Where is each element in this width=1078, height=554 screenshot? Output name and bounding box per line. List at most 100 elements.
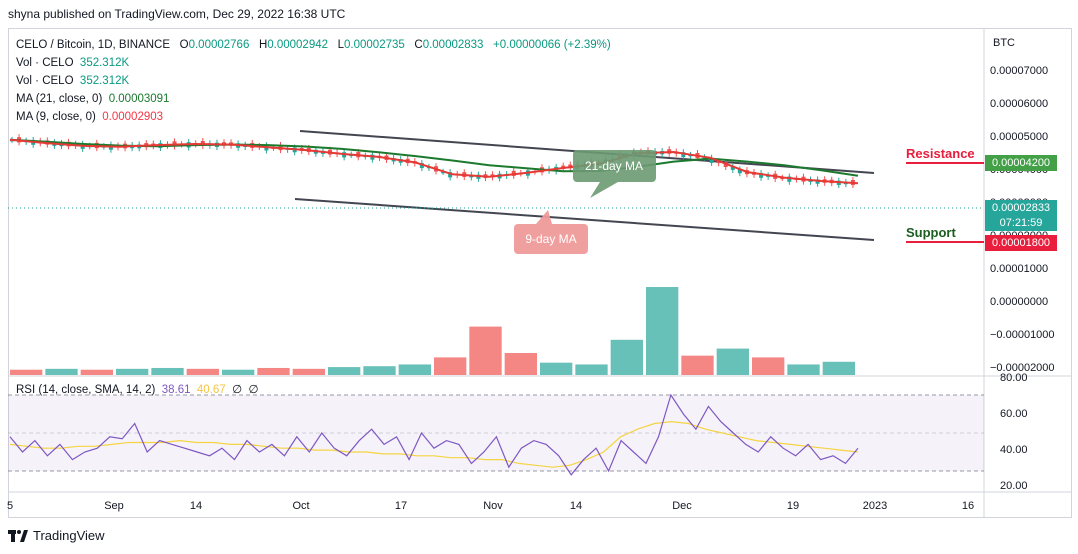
volume-bar — [681, 355, 714, 375]
volume-bar — [469, 326, 502, 375]
rsi-extra-1: ∅ — [232, 384, 243, 396]
channel-lower-line[interactable] — [294, 198, 875, 241]
tradingview-logo-icon — [8, 529, 28, 542]
close-label: C — [414, 39, 423, 51]
vol-value-2: 352.312K — [79, 75, 130, 87]
time-tick-label: 14 — [190, 500, 202, 512]
time-tick-label: Sep — [104, 500, 124, 512]
candle-body — [759, 173, 764, 178]
candle-body — [780, 177, 785, 180]
volume-bar — [398, 364, 431, 375]
footer: TradingView — [8, 528, 105, 543]
support-label: Support — [906, 225, 956, 240]
change-value: +0.00000066 (+2.39%) — [493, 39, 611, 51]
volume-bar — [716, 348, 749, 375]
volume-bar — [787, 364, 820, 375]
rsi-value: 38.61 — [161, 384, 191, 396]
volume-bar — [116, 368, 149, 375]
volume-bar — [646, 287, 679, 375]
ma21-label[interactable]: MA (21, close, 0) — [16, 93, 103, 105]
candle-body — [730, 166, 735, 170]
close-value: 0.00002833 — [422, 39, 484, 51]
rsi-extra-2: ∅ — [248, 384, 259, 396]
vol-label[interactable]: Vol · CELO — [16, 57, 74, 69]
rsi-tick-label: 20.00 — [1000, 480, 1028, 492]
open-label: O — [179, 39, 189, 51]
open-value: 0.00002766 — [188, 39, 250, 51]
volume-bar — [80, 369, 113, 375]
rsi-tick-label: 40.00 — [1000, 444, 1028, 456]
volume-bar — [822, 361, 855, 375]
candle-body — [448, 172, 453, 178]
rsi-axis[interactable]: 80.00 60.00 40.00 20.00 — [1000, 372, 1028, 492]
candle-body — [737, 169, 742, 174]
ma9-callout-text: 9-day MA — [525, 232, 576, 246]
ma9-callout: 9-day MA — [514, 210, 588, 254]
footer-brand[interactable]: TradingView — [33, 528, 105, 543]
rsi-tick-label: 60.00 — [1000, 408, 1028, 420]
legend-symbol-row: CELO / Bitcoin, 1D, BINANCE O0.00002766 … — [16, 36, 611, 54]
volume-bar — [363, 366, 396, 375]
time-tick-label: 17 — [395, 500, 407, 512]
volume-bar — [292, 368, 325, 375]
volume-bar — [752, 357, 785, 375]
price-tick-label: −0.00001000 — [990, 329, 1055, 341]
time-tick-label: Dec — [672, 500, 692, 512]
low-label: L — [337, 39, 345, 51]
rsi-legend: RSI (14, close, SMA, 14, 2) 38.61 40.67 … — [16, 382, 259, 396]
volume-bar — [186, 368, 219, 375]
high-label: H — [258, 39, 268, 51]
candle-body — [702, 157, 707, 159]
ma9-label[interactable]: MA (9, close, 0) — [16, 111, 96, 123]
rsi-line[interactable] — [9, 393, 859, 476]
price-tick-label: 0.00006000 — [990, 98, 1048, 110]
support-price-tag: 0.00001800 — [985, 235, 1057, 251]
time-tick-label: 19 — [787, 500, 799, 512]
publisher-line: shyna published on TradingView.com, Dec … — [8, 7, 346, 21]
current-price-tag: 0.00002833 — [985, 200, 1057, 216]
time-tick-label: 14 — [570, 500, 582, 512]
price-tick-label: 0.00007000 — [990, 65, 1048, 77]
volume-bar — [504, 353, 537, 375]
candle-body — [441, 171, 446, 174]
price-tick-label: 0.00000000 — [990, 296, 1048, 308]
volume-bar — [610, 339, 643, 375]
rsi-label[interactable]: RSI (14, close, SMA, 14, 2) — [16, 384, 156, 396]
time-tick-label: Oct — [292, 500, 309, 512]
vol-label-2[interactable]: Vol · CELO — [16, 75, 74, 87]
candles — [10, 134, 855, 189]
price-tick-label: 0.00001000 — [990, 263, 1048, 275]
volume-bar — [328, 367, 361, 375]
ma21-value: 0.00003091 — [108, 93, 170, 105]
candle-body — [716, 161, 721, 164]
ma21-callout-text: 21-day MA — [585, 159, 643, 173]
candle-body — [787, 176, 792, 182]
time-axis[interactable]: 5 Sep 14 Oct 17 Nov 14 Dec 19 2023 16 — [7, 500, 974, 512]
high-value: 0.00002942 — [267, 39, 329, 51]
ma9-line[interactable] — [9, 138, 859, 185]
volume-bar — [222, 369, 255, 375]
volume-bar — [151, 367, 184, 375]
resistance-label: Resistance — [906, 146, 975, 161]
rsi-tick-label: 80.00 — [1000, 372, 1028, 384]
time-tick-label: 5 — [7, 500, 13, 512]
ma21-callout: 21-day MA — [573, 150, 656, 198]
volume-bar — [434, 357, 467, 375]
currency-label: BTC — [993, 37, 1015, 49]
price-tick-label: 0.00005000 — [990, 131, 1048, 143]
countdown-tag: 07:21:59 — [985, 215, 1057, 231]
volume-bar — [10, 369, 43, 375]
pane-border — [8, 28, 1072, 518]
rsi-sma-value: 40.67 — [196, 384, 226, 396]
price-tick-label: −0.00002000 — [990, 362, 1055, 374]
rsi-sma-line[interactable] — [9, 420, 859, 468]
resistance-price-tag: 0.00004200 — [985, 155, 1057, 171]
candle-body — [709, 157, 714, 163]
symbol-name[interactable]: CELO / Bitcoin, 1D, BINANCE — [16, 39, 171, 51]
volume-bar — [45, 368, 78, 375]
legend: CELO / Bitcoin, 1D, BINANCE O0.00002766 … — [16, 36, 611, 126]
vol-value: 352.312K — [79, 57, 130, 69]
volume-bar — [575, 364, 608, 375]
